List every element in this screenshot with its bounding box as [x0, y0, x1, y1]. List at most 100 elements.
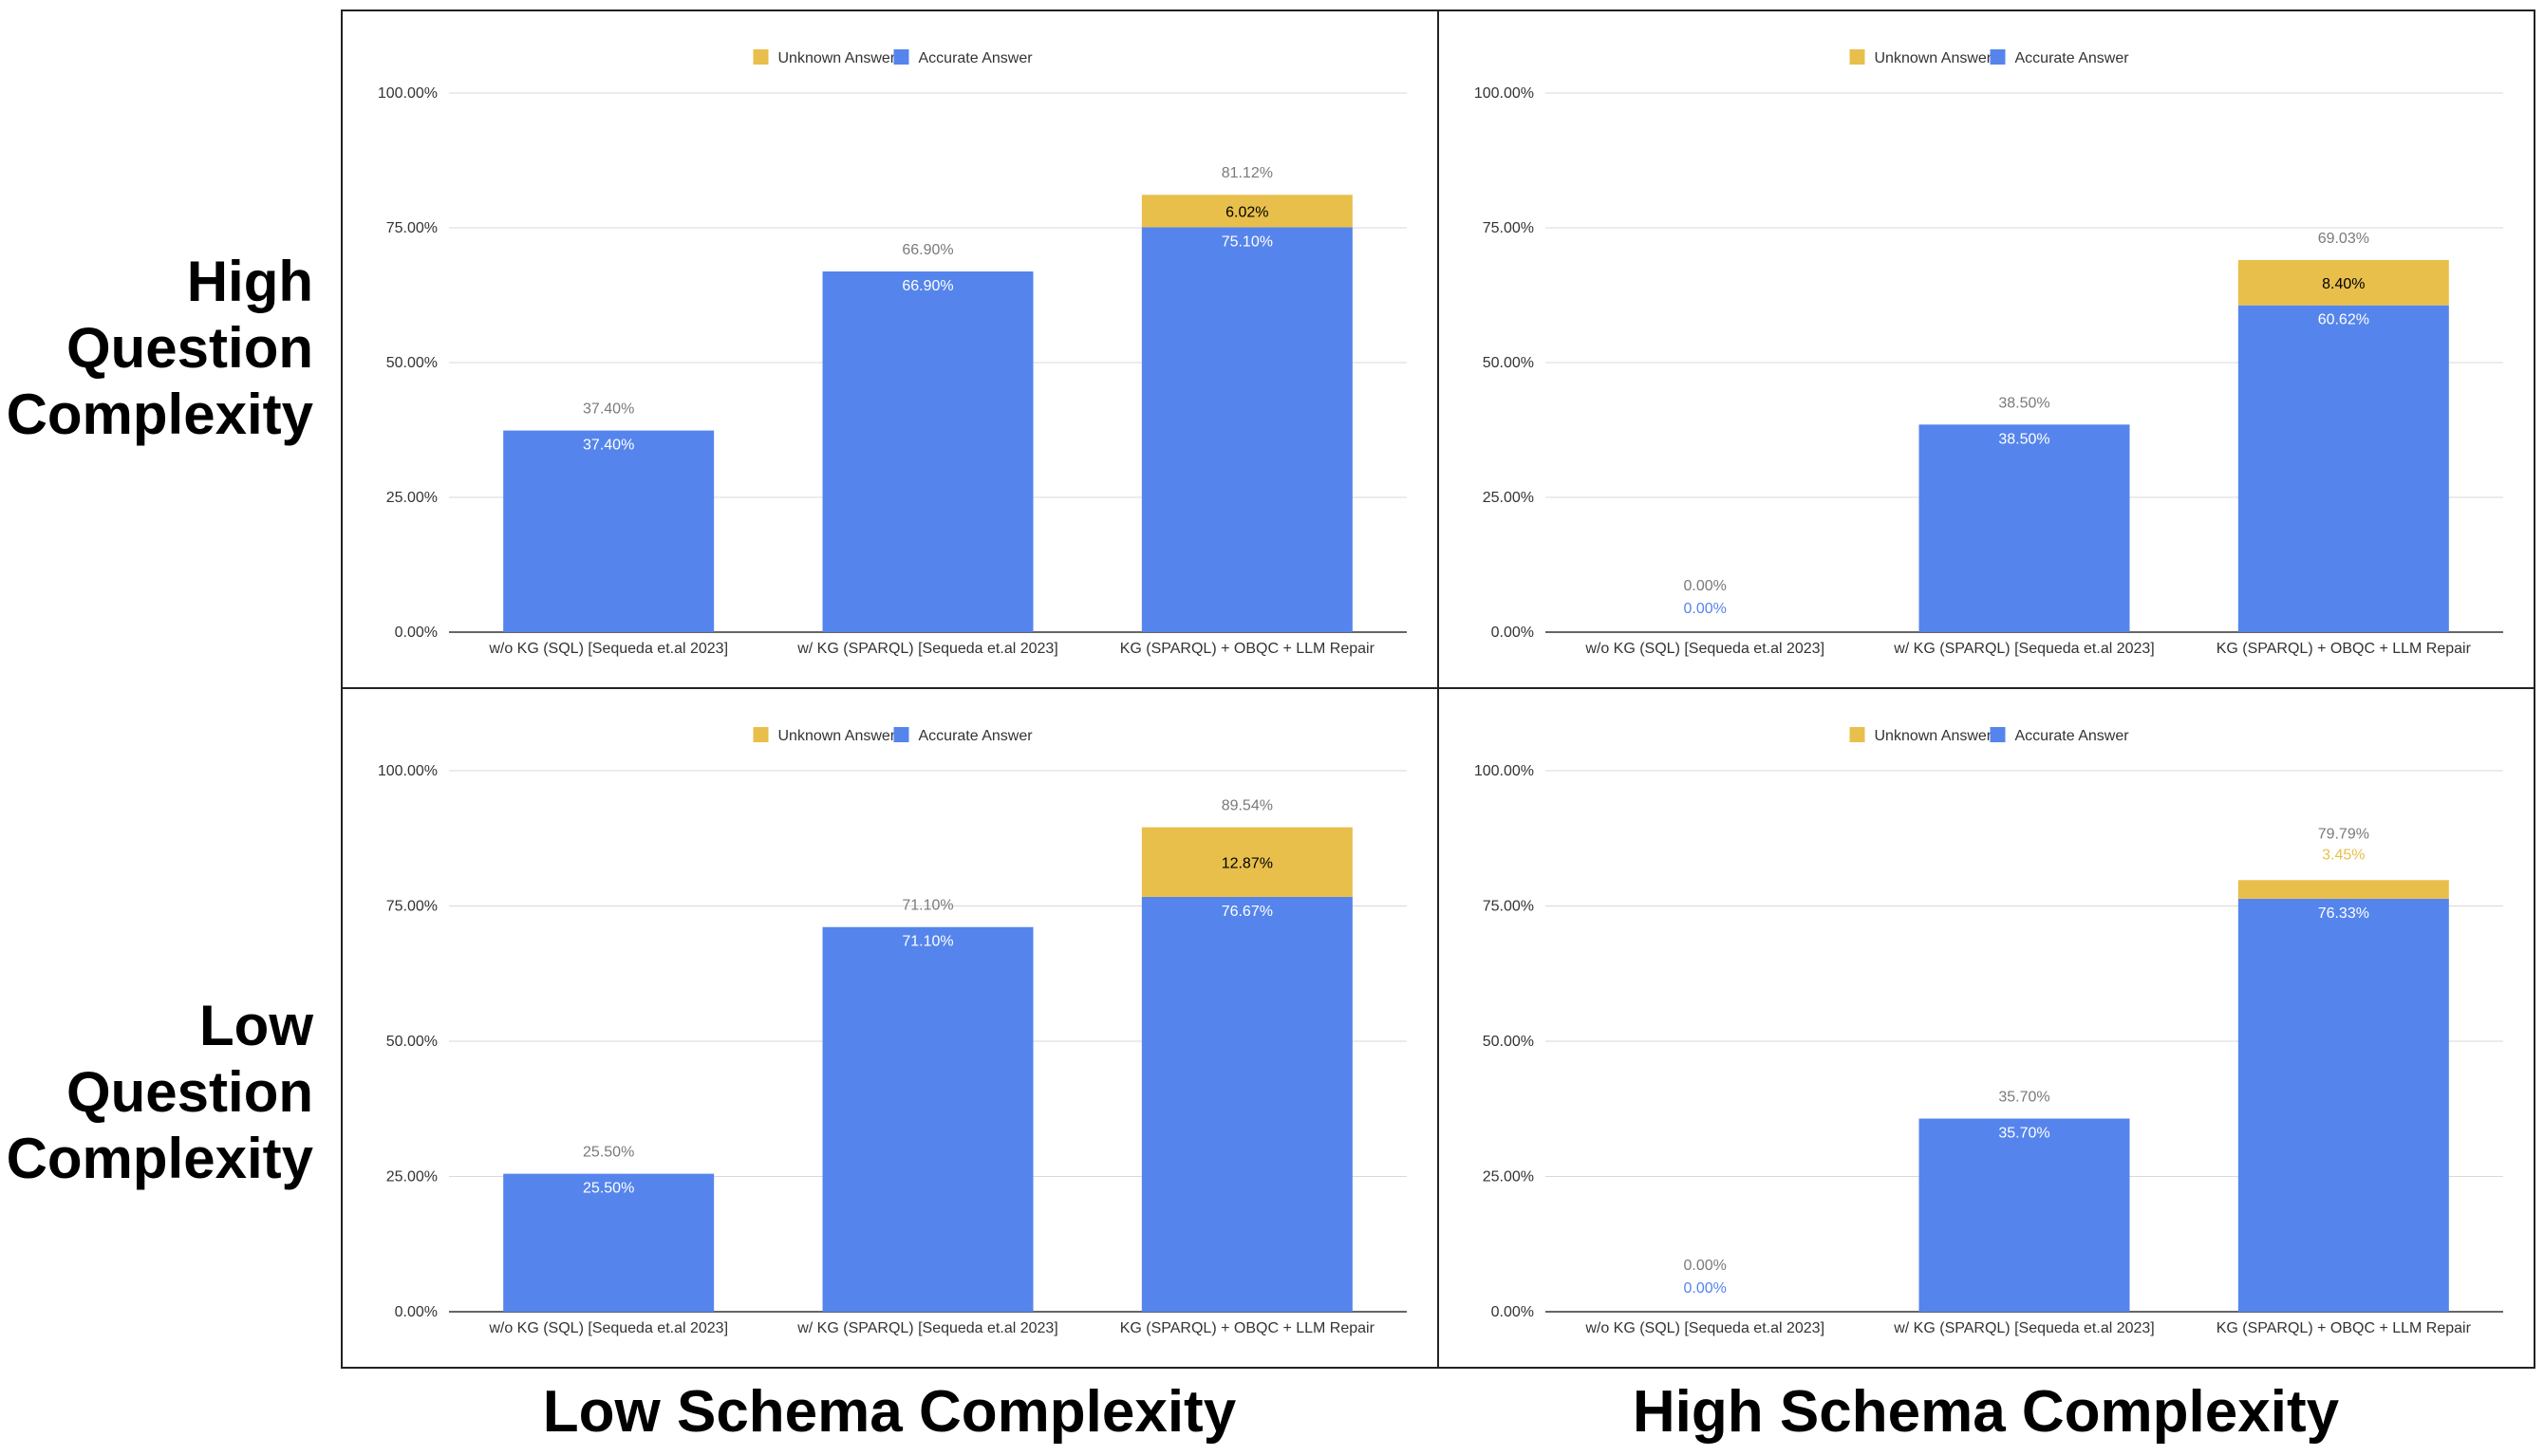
col-label-low-schema: Low Schema Complexity: [542, 1379, 1237, 1445]
y-tick-label: 0.00%: [395, 1304, 438, 1320]
bar-label-accurate-answer: 37.40%: [583, 438, 634, 454]
chart-panel-low-question-high-schema: Unknown Answer Accurate Answer 0.00% 25.00%…: [1437, 687, 2535, 1369]
bar-label-accurate-answer: 0.00%: [1683, 601, 1726, 617]
y-tick-label: 0.00%: [395, 625, 438, 641]
bar-accurate-answer: [1141, 896, 1353, 1312]
bar-total-label: 66.90%: [902, 242, 953, 258]
bar-unknown-answer: [1141, 195, 1353, 228]
legend-swatch: [893, 727, 909, 742]
y-tick-label: 100.00%: [1474, 763, 1534, 779]
legend: Unknown Answer Accurate Answer: [1849, 49, 2130, 66]
x-category-label: w/o KG (SQL) [Sequeda et.al 2023]: [1584, 641, 1824, 657]
bar-accurate-answer: [1918, 424, 2130, 632]
bar-group: 0.00% 0.00% w/o KG (SQL) [Sequeda et.al 20…: [1584, 1258, 1824, 1336]
bar-label-accurate-answer: 66.90%: [902, 278, 953, 294]
bar-total-label: 37.40%: [583, 401, 634, 418]
legend-label: Accurate Answer: [2015, 728, 2130, 744]
legend-accurate-answer: Accurate Answer: [1990, 727, 2130, 744]
bar-group: 25.50% 25.50% w/o KG (SQL) [Sequeda et.al …: [488, 1145, 728, 1336]
legend-accurate-answer: Accurate Answer: [1990, 49, 2130, 66]
x-category-label: KG (SPARQL) + OBQC + LLM Repair: [2217, 1320, 2472, 1336]
legend-swatch: [1990, 727, 2006, 742]
bar-label-accurate-answer: 75.10%: [1222, 233, 1273, 250]
y-tick-label: 100.00%: [378, 85, 438, 102]
legend-unknown-answer: Unknown Answer: [753, 727, 896, 744]
legend-unknown-answer: Unknown Answer: [1849, 727, 1992, 744]
legend-swatch: [1990, 49, 2006, 65]
legend-accurate-answer: Accurate Answer: [893, 49, 1033, 66]
bar-group: 35.70% 35.70% w/ KG (SPARQL) [Sequeda et.a…: [1893, 1090, 2155, 1336]
bar-label-unknown-answer: 6.02%: [1225, 204, 1268, 220]
legend-swatch: [893, 49, 909, 65]
row-label-line: Question: [65, 316, 313, 380]
chart-svg: Unknown Answer Accurate Answer 0.00% 25.00%…: [1474, 727, 2503, 1336]
legend-label: Unknown Answer: [778, 728, 896, 744]
bar-unknown-answer: [2237, 259, 2449, 306]
bar-accurate-answer: [2237, 898, 2449, 1312]
bar-group: 76.67% 12.87% 89.54% KG (SPARQL) + OBQC + L…: [1120, 798, 1375, 1336]
bar-group: 76.33% 3.45% 79.79% KG (SPARQL) + OBQC + LL…: [2217, 826, 2472, 1336]
bar-label-unknown-answer: 8.40%: [2322, 276, 2365, 292]
legend: Unknown Answer Accurate Answer: [753, 727, 1034, 744]
bar-total-label: 0.00%: [1683, 578, 1726, 594]
bar-accurate-answer: [503, 430, 715, 632]
y-tick-label: 25.00%: [386, 490, 438, 506]
y-tick-label: 25.00%: [386, 1169, 438, 1185]
bar-total-label: 81.12%: [1222, 165, 1273, 181]
chart-svg: Unknown Answer Accurate Answer 0.00% 25.00%…: [378, 727, 1407, 1336]
x-category-label: w/o KG (SQL) [Sequeda et.al 2023]: [488, 1320, 728, 1336]
y-tick-label: 0.00%: [1491, 1304, 1534, 1320]
chart-panel-high-question-low-schema: Unknown Answer Accurate Answer 0.00% 25.00%…: [341, 9, 1439, 689]
y-tick-label: 25.00%: [1483, 1169, 1534, 1185]
bar-total-label: 38.50%: [1998, 395, 2049, 411]
y-tick-label: 75.00%: [1483, 220, 1534, 236]
legend-swatch: [753, 727, 769, 742]
row-label-line: Low: [199, 994, 313, 1057]
bar-group: 66.90% 66.90% w/ KG (SPARQL) [Sequeda et.a…: [796, 242, 1058, 657]
chart-svg: Unknown Answer Accurate Answer 0.00% 25.00%…: [378, 49, 1407, 657]
bar-accurate-answer: [822, 271, 1034, 632]
bar-accurate-answer: [503, 1173, 715, 1312]
bar-total-label: 79.79%: [2318, 826, 2369, 842]
legend-label: Accurate Answer: [2015, 50, 2130, 66]
legend-swatch: [753, 49, 769, 65]
legend-label: Unknown Answer: [778, 50, 896, 66]
y-tick-label: 100.00%: [1474, 85, 1534, 102]
x-category-label: w/o KG (SQL) [Sequeda et.al 2023]: [1584, 1320, 1824, 1336]
row-label-line: Question: [65, 1060, 313, 1124]
x-category-label: w/ KG (SPARQL) [Sequeda et.al 2023]: [1893, 1320, 2155, 1336]
bar-total-label: 71.10%: [902, 898, 953, 914]
bar-accurate-answer: [822, 926, 1034, 1312]
bar-accurate-answer: [2237, 305, 2449, 632]
legend-swatch: [1849, 49, 1865, 65]
bar-group: 0.00% 0.00% w/o KG (SQL) [Sequeda et.al 20…: [1584, 578, 1824, 657]
row-label-low-question: Low Question Complexity: [0, 993, 313, 1192]
col-label-high-schema: High Schema Complexity: [1632, 1379, 2340, 1445]
bar-unknown-answer: [2237, 880, 2449, 899]
bar-group: 75.10% 6.02% 81.12% KG (SPARQL) + OBQC + LL…: [1120, 165, 1375, 657]
x-category-label: KG (SPARQL) + OBQC + LLM Repair: [2217, 641, 2472, 657]
y-tick-label: 50.00%: [386, 1034, 438, 1050]
y-tick-label: 0.00%: [1491, 625, 1534, 641]
bar-unknown-answer: [1141, 827, 1353, 897]
x-category-label: KG (SPARQL) + OBQC + LLM Repair: [1120, 1320, 1375, 1336]
x-category-label: w/o KG (SQL) [Sequeda et.al 2023]: [488, 641, 728, 657]
y-tick-label: 100.00%: [378, 763, 438, 779]
x-category-label: w/ KG (SPARQL) [Sequeda et.al 2023]: [1893, 641, 2155, 657]
bar-label-accurate-answer: 76.67%: [1222, 904, 1273, 920]
legend-accurate-answer: Accurate Answer: [893, 727, 1034, 744]
bar-label-accurate-answer: 35.70%: [1998, 1126, 2049, 1142]
legend-label: Unknown Answer: [1875, 728, 1992, 744]
legend-label: Accurate Answer: [919, 728, 1034, 744]
y-tick-label: 50.00%: [386, 355, 438, 371]
y-tick-label: 50.00%: [1483, 1034, 1534, 1050]
bar-accurate-answer: [1918, 1118, 2130, 1312]
bar-label-unknown-answer: 12.87%: [1222, 855, 1273, 871]
bar-total-label: 35.70%: [1998, 1090, 2049, 1106]
bar-label-unknown-answer: 3.45%: [2322, 847, 2365, 863]
bar-label-accurate-answer: 38.50%: [1998, 431, 2049, 447]
bar-total-label: 0.00%: [1683, 1258, 1726, 1274]
bar-label-accurate-answer: 60.62%: [2318, 312, 2369, 328]
bar-group: 37.40% 37.40% w/o KG (SQL) [Sequeda et.al …: [488, 401, 728, 657]
legend-unknown-answer: Unknown Answer: [1849, 49, 1992, 66]
